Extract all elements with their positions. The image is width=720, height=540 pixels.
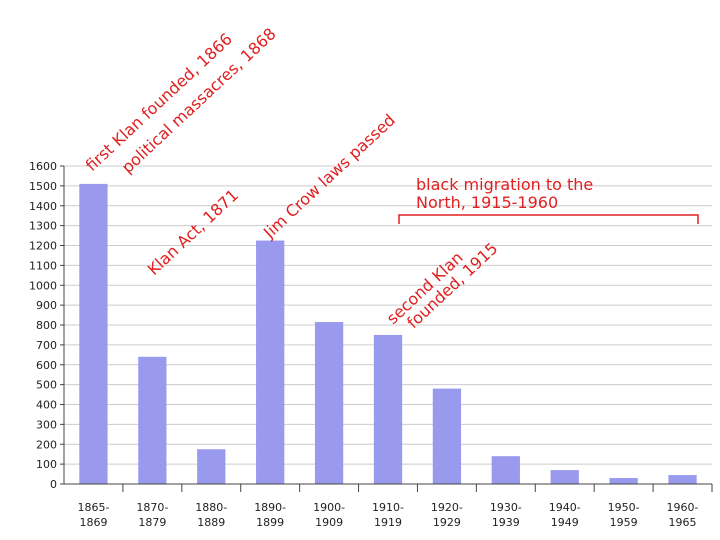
y-tick-label: 200 — [36, 438, 57, 451]
x-tick-label: 1900-1909 — [313, 501, 345, 529]
bar — [197, 449, 226, 484]
bar — [550, 470, 579, 484]
ann-first-klan: first Klan founded, 1866 — [82, 29, 236, 175]
y-tick-labels: 0 100 200 300 400 500 600 700 800 900 1000 1100 1200… — [29, 160, 64, 491]
x-tick-label: 1950-1959 — [608, 501, 640, 529]
ann-second-klan: second Klan founded, 1915 — [383, 226, 502, 340]
bar — [138, 356, 167, 484]
y-tick-label: 1000 — [29, 279, 57, 292]
x-tick-label: 1890-1899 — [254, 501, 286, 529]
bar — [79, 183, 108, 484]
bars — [79, 183, 697, 484]
y-tick-label: 800 — [36, 319, 57, 332]
ann-black-migration: black migration to the North, 1915-1960 — [416, 175, 598, 212]
ann-political-massacres: political massacres, 1868 — [118, 24, 280, 177]
bar — [256, 240, 285, 484]
x-tick-label: 1865-1869 — [77, 501, 109, 529]
bar — [609, 478, 638, 484]
x-tick-label: 1940-1949 — [549, 501, 581, 529]
x-tick-label: 1870-1879 — [136, 501, 168, 529]
y-tick-label: 1400 — [29, 200, 57, 213]
annotations: first Klan founded, 1866 political massa… — [82, 24, 699, 340]
bar — [491, 456, 520, 484]
migration-bracket — [398, 214, 699, 224]
y-tick-label: 100 — [36, 458, 57, 471]
y-tick-label: 1500 — [29, 180, 57, 193]
y-tick-label: 1200 — [29, 240, 57, 253]
y-tick-label: 300 — [36, 418, 57, 431]
y-tick-label: 1300 — [29, 220, 57, 233]
x-tick-labels: 1865-1869 1870-1879 1880-1889 1890-1899 1900… — [77, 484, 713, 529]
y-tick-label: 0 — [50, 478, 57, 491]
y-tick-label: 900 — [36, 299, 57, 312]
bar — [668, 475, 697, 484]
bar — [373, 334, 403, 484]
y-tick-label: 600 — [36, 359, 57, 372]
ann-jim-crow: Jim Crow laws passed — [259, 110, 399, 242]
y-tick-label: 400 — [36, 399, 57, 412]
x-tick-label: 1880-1889 — [195, 501, 227, 529]
y-tick-label: 1600 — [29, 160, 57, 173]
bar — [314, 322, 344, 484]
x-tick-label: 1920-1929 — [431, 501, 463, 529]
y-tick-label: 1100 — [29, 259, 57, 272]
x-tick-label: 1930-1939 — [490, 501, 522, 529]
y-tick-label: 700 — [36, 339, 57, 352]
x-tick-label: 1910-1919 — [372, 501, 404, 529]
y-tick-label: 500 — [36, 379, 57, 392]
bar — [432, 388, 462, 484]
x-tick-label: 1960-1965 — [667, 501, 699, 529]
